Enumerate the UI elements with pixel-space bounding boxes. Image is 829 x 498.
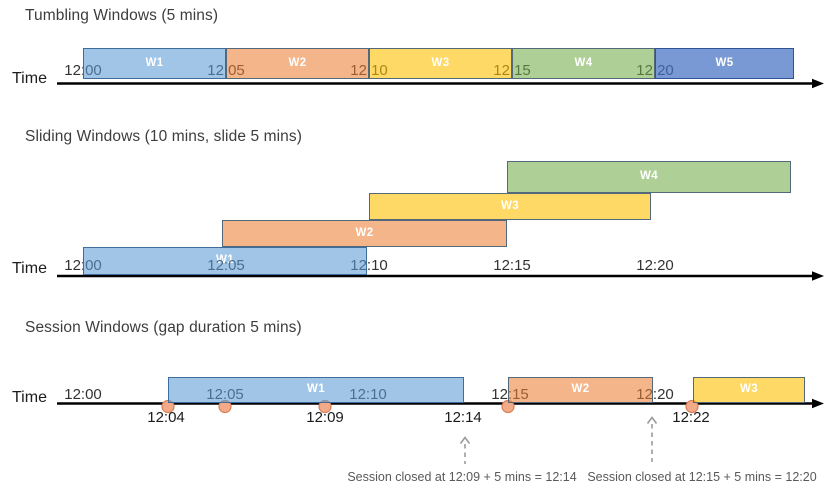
window-box-tumbling-w3: W3 (369, 48, 512, 79)
window-label-sliding-w3: W3 (500, 199, 520, 212)
window-box-session-w1: W1 (168, 377, 464, 403)
callout-arrowhead-1 (459, 436, 471, 444)
window-label-tumbling-w3: W3 (431, 56, 450, 69)
window-label-tumbling-w5: W5 (715, 56, 734, 69)
window-box-sliding-w4: W4 (507, 161, 791, 193)
time-axis-arrowhead-session (812, 398, 824, 409)
window-box-tumbling-w1: W1 (83, 48, 226, 79)
window-box-tumbling-w5: W5 (655, 48, 794, 79)
window-box-sliding-w3: W3 (369, 193, 651, 220)
window-box-tumbling-w4: W4 (512, 48, 655, 79)
window-label-sliding-w4: W4 (639, 170, 659, 183)
tick-label-sliding-1215: 12:15 (493, 257, 531, 274)
time-axis-label-tumbling: Time (12, 70, 47, 87)
time-axis-arrowhead-sliding (812, 271, 824, 281)
window-box-tumbling-w2: W2 (226, 48, 369, 79)
window-box-session-w2: W2 (508, 377, 653, 403)
time-axis-label-session: Time (12, 389, 47, 406)
time-axis-label-sliding: Time (12, 260, 47, 277)
event-time-label-1222: 12:22 (672, 409, 710, 426)
window-label-session-w2: W2 (571, 383, 590, 396)
window-label-tumbling-w1: W1 (145, 56, 164, 69)
event-time-label-1214: 12:14 (444, 409, 482, 426)
window-label-tumbling-w2: W2 (288, 56, 307, 69)
tumbling-windows-title: Tumbling Windows (5 mins) (25, 7, 219, 24)
event-dot-session-5 (685, 399, 699, 414)
sliding-windows-title: Sliding Windows (10 mins, slide 5 mins) (25, 128, 302, 145)
window-box-sliding-w2: W2 (222, 220, 507, 247)
session-windows-title: Session Windows (gap duration 5 mins) (25, 319, 302, 336)
window-box-sliding-w1: W1 (83, 247, 367, 275)
callout-arrowhead-2 (646, 416, 658, 424)
tick-label-sliding-1220: 12:20 (636, 257, 674, 274)
time-axis-arrowhead-tumbling (812, 78, 824, 89)
window-label-tumbling-w4: W4 (574, 56, 593, 69)
session-closed-annotation-2: Session closed at 12:15 + 5 mins = 12:20 (587, 470, 817, 484)
event-time-label-1204: 12:04 (147, 409, 185, 426)
session-closed-annotation-1: Session closed at 12:09 + 5 mins = 12:14 (347, 470, 577, 484)
window-label-session-w1: W1 (306, 383, 326, 396)
window-label-sliding-w2: W2 (355, 226, 374, 239)
tick-label-session-1200: 12:00 (64, 386, 102, 403)
window-box-session-w3: W3 (693, 377, 805, 403)
window-label-sliding-w1: W1 (215, 254, 235, 267)
tick-label-sliding-1205: 12:05 (207, 257, 245, 274)
window-label-session-w3: W3 (739, 383, 759, 396)
event-time-label-1209: 12:09 (306, 409, 344, 426)
